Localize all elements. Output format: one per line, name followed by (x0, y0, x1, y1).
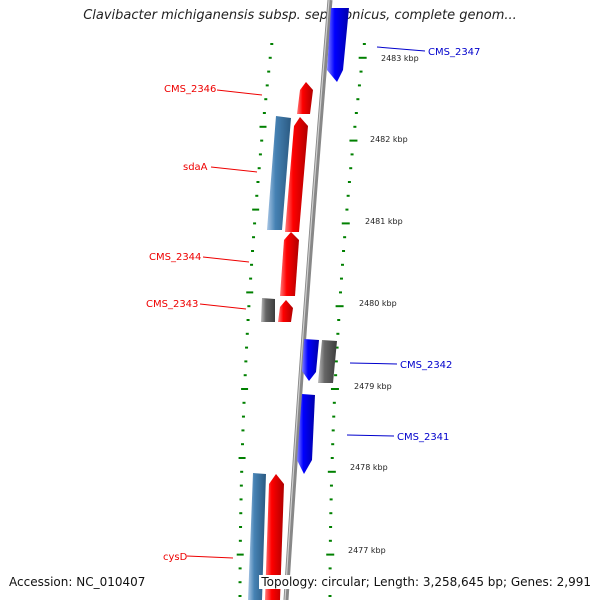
label-leaders (186, 46, 426, 559)
feature-cysD-rna[interactable] (248, 473, 266, 600)
tick-label-2482: 2482 kbp (370, 135, 408, 144)
gene-features (248, 8, 349, 600)
feature-cms-2342-other[interactable] (318, 340, 337, 383)
feature-cms-2343-other[interactable] (261, 298, 275, 322)
gene-cms-2347[interactable] (327, 8, 349, 82)
feature-sdaA-rna[interactable] (267, 116, 291, 230)
label-sdaA[interactable]: sdaA (183, 162, 208, 173)
gene-sdaA[interactable] (285, 117, 308, 232)
label-cms-2347[interactable]: CMS_2347 (428, 47, 480, 58)
topology-text: Topology: circular; Length: 3,258,645 bp… (259, 575, 591, 589)
accession-text: Accession: NC_010407 (9, 575, 146, 589)
tick-ring-right (326, 43, 367, 597)
tick-label-2481: 2481 kbp (365, 217, 403, 226)
map-title: Clavibacter michiganensis subsp. sepedon… (83, 8, 517, 23)
tick-label-2483: 2483 kbp (381, 54, 419, 63)
tick-label-2478: 2478 kbp (350, 463, 388, 472)
gene-cysD[interactable] (265, 474, 284, 600)
label-cms-2342[interactable]: CMS_2342 (400, 360, 452, 371)
gene-cms-2343[interactable] (278, 300, 293, 322)
tick-label-2479: 2479 kbp (354, 382, 392, 391)
label-cms-2341[interactable]: CMS_2341 (397, 432, 449, 443)
label-cms-2344[interactable]: CMS_2344 (149, 252, 201, 263)
genome-backbone-highlight (284, 0, 330, 600)
kbp-tick-labels: 2483 kbp 2482 kbp 2481 kbp 2480 kbp 2479… (348, 54, 419, 555)
label-cms-2343[interactable]: CMS_2343 (146, 299, 198, 310)
label-cysD[interactable]: cysD (163, 552, 188, 563)
gene-cms-2342[interactable] (302, 339, 319, 381)
gene-labels: CMS_2347 CMS_2346 sdaA CMS_2344 CMS_2343… (146, 47, 480, 563)
gene-cms-2344[interactable] (280, 232, 299, 296)
genome-backbone (283, 0, 333, 600)
tick-label-2477: 2477 kbp (348, 546, 386, 555)
tick-label-2480: 2480 kbp (359, 299, 397, 308)
gene-cms-2341[interactable] (297, 394, 315, 474)
label-cms-2346[interactable]: CMS_2346 (164, 84, 216, 95)
tick-ring-left (236, 43, 274, 597)
gene-cms-2346[interactable] (297, 82, 313, 114)
